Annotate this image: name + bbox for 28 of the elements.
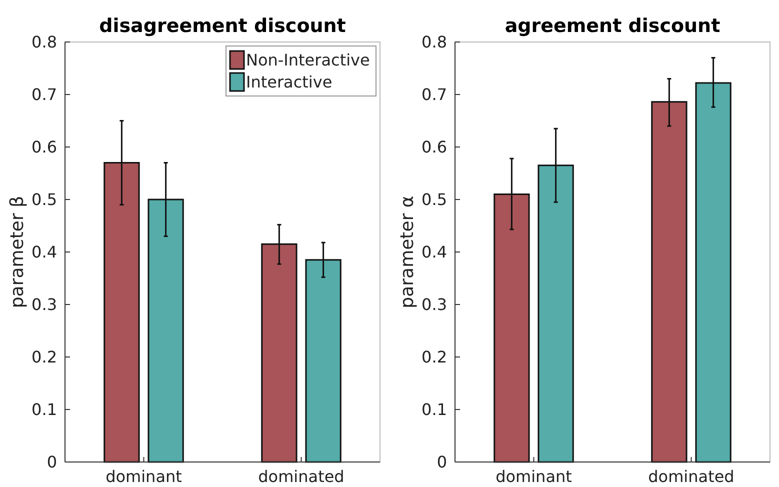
y-tick-label: 0.6 xyxy=(422,138,447,157)
y-tick-label: 0 xyxy=(46,452,57,472)
y-tick-label: 0.1 xyxy=(422,400,447,420)
y-tick-label: 0 xyxy=(436,452,447,472)
y-tick-label: 0.1 xyxy=(32,400,57,420)
y-tick-label: 0.8 xyxy=(422,32,447,52)
y-tick-label: 0.5 xyxy=(422,190,447,210)
y-tick-label: 0.4 xyxy=(422,242,447,262)
y-tick-label: 0.6 xyxy=(32,138,57,157)
chart-title: disagreement discount xyxy=(99,15,346,37)
y-tick-label: 0.3 xyxy=(422,295,447,314)
x-tick-label: dominant xyxy=(496,467,572,486)
chart-title: agreement discount xyxy=(504,15,720,37)
y-axis-title: parameter β xyxy=(7,196,28,308)
y-tick-label: 0.5 xyxy=(32,190,57,210)
y-tick-label: 0.4 xyxy=(32,242,57,262)
y-tick-label: 0.3 xyxy=(32,295,57,314)
y-tick-label: 0.2 xyxy=(422,348,447,367)
y-tick-label: 0.2 xyxy=(32,348,57,367)
legend-label: Non-Interactive xyxy=(246,50,370,70)
y-tick-label: 0.8 xyxy=(32,32,57,52)
x-tick-label: dominant xyxy=(106,467,182,486)
legend-label: Interactive xyxy=(246,72,332,92)
y-axis-title: parameter α xyxy=(397,196,418,308)
x-tick-label: dominated xyxy=(648,467,734,486)
x-tick-label: dominated xyxy=(258,467,344,486)
y-tick-label: 0.7 xyxy=(422,85,447,104)
y-tick-label: 0.7 xyxy=(32,85,57,104)
